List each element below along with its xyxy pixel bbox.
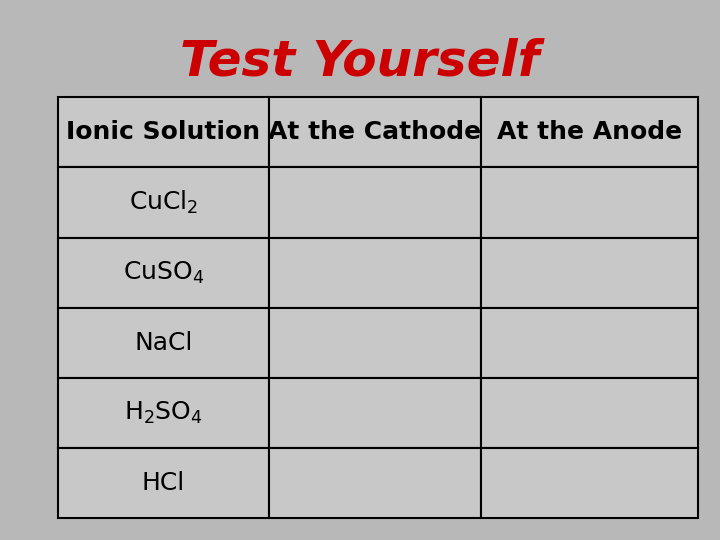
Text: NaCl: NaCl xyxy=(134,331,192,355)
Text: CuCl$_2$: CuCl$_2$ xyxy=(129,189,198,216)
FancyBboxPatch shape xyxy=(269,308,480,378)
FancyBboxPatch shape xyxy=(269,448,480,518)
FancyBboxPatch shape xyxy=(58,378,269,448)
Text: Ionic Solution: Ionic Solution xyxy=(66,120,261,144)
Text: CuSO$_4$: CuSO$_4$ xyxy=(122,260,204,286)
FancyBboxPatch shape xyxy=(58,238,269,308)
FancyBboxPatch shape xyxy=(269,167,480,238)
Text: HCl: HCl xyxy=(142,471,185,495)
Text: At the Cathode: At the Cathode xyxy=(269,120,482,144)
FancyBboxPatch shape xyxy=(58,308,269,378)
FancyBboxPatch shape xyxy=(269,378,480,448)
FancyBboxPatch shape xyxy=(480,308,698,378)
FancyBboxPatch shape xyxy=(480,378,698,448)
FancyBboxPatch shape xyxy=(269,97,480,167)
Text: At the Anode: At the Anode xyxy=(497,120,682,144)
FancyBboxPatch shape xyxy=(480,238,698,308)
FancyBboxPatch shape xyxy=(58,167,269,238)
FancyBboxPatch shape xyxy=(480,448,698,518)
Text: H$_2$SO$_4$: H$_2$SO$_4$ xyxy=(124,400,203,426)
Text: Test Yourself: Test Yourself xyxy=(180,38,540,86)
FancyBboxPatch shape xyxy=(480,167,698,238)
FancyBboxPatch shape xyxy=(58,97,269,167)
FancyBboxPatch shape xyxy=(269,238,480,308)
FancyBboxPatch shape xyxy=(480,97,698,167)
FancyBboxPatch shape xyxy=(58,448,269,518)
